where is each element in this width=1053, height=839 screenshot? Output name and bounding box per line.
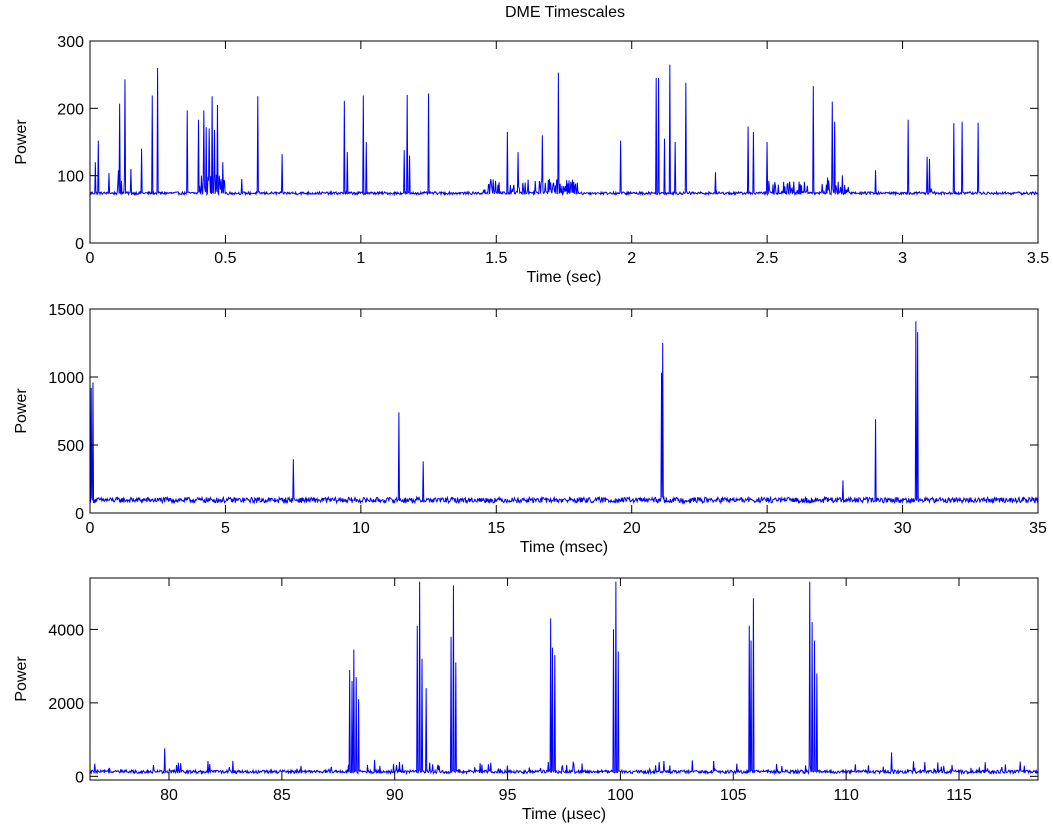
- middle-xtick-label: 5: [221, 520, 230, 537]
- top-xtick-label: 0: [86, 250, 95, 267]
- top-xlabel: Time (sec): [527, 269, 602, 286]
- top-xtick-label: 1: [356, 250, 365, 267]
- bottom-xtick-label: 100: [607, 787, 634, 804]
- middle-xtick-label: 25: [758, 520, 776, 537]
- middle-xlabel: Time (msec): [520, 539, 608, 556]
- top-ytick-label: 0: [75, 236, 84, 253]
- bottom-ytick-label: 0: [75, 769, 84, 786]
- bottom-ytick-label: 2000: [48, 696, 84, 713]
- middle-ytick-label: 500: [57, 438, 84, 455]
- middle-axes-frame: [89, 308, 1039, 514]
- middle-ylabel: Power: [13, 388, 30, 434]
- top-xtick-label: 2: [627, 250, 636, 267]
- middle-series-line: [90, 321, 1038, 505]
- bottom-xtick-label: 105: [720, 787, 747, 804]
- bottom-xtick-label: 90: [386, 787, 404, 804]
- bottom-xlabel: Time (µsec): [522, 806, 606, 823]
- top-ytick-label: 100: [57, 169, 84, 186]
- bottom-axes-frame: [89, 577, 1039, 781]
- bottom-xtick-label: 115: [946, 787, 972, 804]
- top-xtick-label: 3.5: [1027, 250, 1049, 267]
- bottom-xtick-label: 85: [273, 787, 291, 804]
- bottom-ylabel: Power: [13, 656, 30, 702]
- top-series-line: [90, 64, 1038, 197]
- top-ytick-label: 200: [57, 101, 84, 118]
- top-axes-frame: [89, 40, 1039, 244]
- top-xtick-label: 0.5: [214, 250, 236, 267]
- middle-xtick-label: 30: [894, 520, 912, 537]
- middle-xtick-label: 35: [1029, 520, 1047, 537]
- bottom-xtick-label: 80: [160, 787, 178, 804]
- middle-ytick-label: 1000: [48, 370, 84, 387]
- top-xtick-label: 1.5: [485, 250, 507, 267]
- middle-panel: 0 5 10 15 20 25 30 35 0 500 1000 1500 Time (msec) Pow…: [13, 302, 1047, 556]
- middle-xtick-label: 10: [352, 520, 370, 537]
- middle-xtick-label: 15: [487, 520, 505, 537]
- middle-xtick-label: 0: [86, 520, 95, 537]
- top-xtick-label: 3: [898, 250, 907, 267]
- middle-ytick-label: 1500: [48, 302, 84, 319]
- top-ylabel: Power: [13, 119, 30, 165]
- figure-title: DME Timescales: [505, 4, 625, 21]
- middle-xtick-label: 20: [623, 520, 641, 537]
- bottom-xtick-label: 95: [499, 787, 517, 804]
- bottom-panel: 80 85 90 95 100 105 110 115 0 2000 4000 Time (µsec)…: [13, 577, 1039, 823]
- top-xtick-label: 2.5: [756, 250, 778, 267]
- top-panel: 0 0.5 1 1.5 2 2.5 3 3.5 0 100 200 300 Time (sec) Powe…: [13, 34, 1049, 286]
- bottom-xtick-label: 110: [833, 787, 859, 804]
- top-ytick-label: 300: [57, 34, 84, 51]
- bottom-series-line: [90, 581, 1038, 776]
- middle-ytick-label: 0: [75, 506, 84, 523]
- bottom-ytick-label: 4000: [48, 622, 84, 639]
